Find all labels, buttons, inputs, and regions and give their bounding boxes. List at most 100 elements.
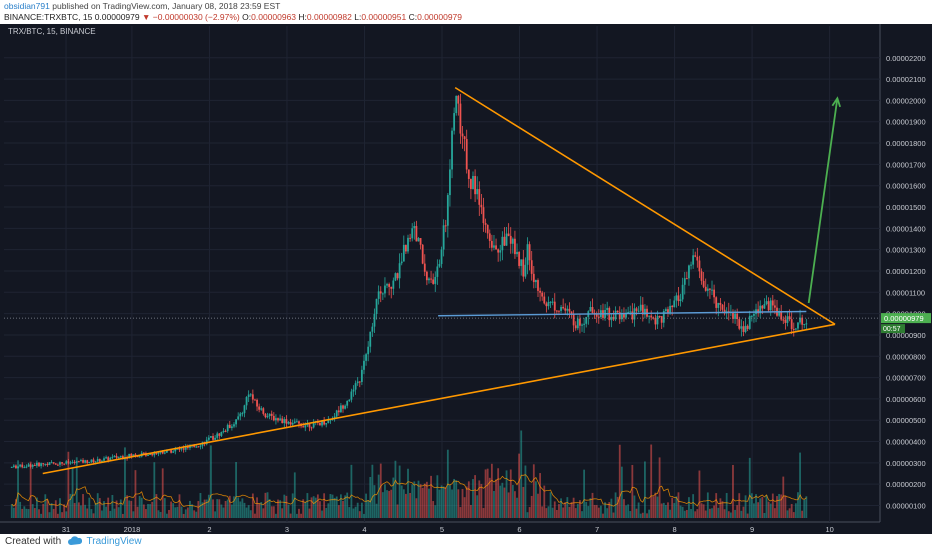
candle-body — [302, 426, 305, 428]
volume-bar — [115, 500, 118, 518]
volume-bar — [306, 493, 309, 518]
y-tick-label: 0.00000800 — [886, 352, 926, 361]
volume-bar — [572, 497, 575, 518]
y-tick-label: 0.00000200 — [886, 480, 926, 489]
volume-bar — [327, 503, 330, 518]
volume-bar — [780, 494, 783, 518]
volume-bar — [241, 498, 244, 518]
candle-body — [189, 446, 191, 448]
volume-bar — [42, 503, 45, 518]
candle-body — [736, 313, 739, 320]
candle-body — [732, 311, 734, 319]
volume-bar — [671, 497, 674, 518]
candle-body — [350, 391, 353, 400]
candle-body — [52, 462, 55, 464]
volume-bar — [360, 502, 363, 518]
candle-body — [805, 323, 808, 325]
volume-bar — [738, 493, 741, 518]
volume-bar — [425, 481, 428, 518]
volume-bar — [48, 512, 51, 518]
volume-bar — [128, 500, 131, 518]
candle-body — [683, 278, 686, 285]
volume-bar — [685, 509, 688, 518]
volume-bar — [467, 481, 470, 518]
candle-body — [442, 225, 445, 250]
volume-bar — [388, 490, 391, 518]
volume-bar — [243, 502, 246, 518]
volume-bar — [490, 463, 493, 518]
candle-body — [623, 313, 625, 318]
current-price: 0.00000979 — [94, 12, 140, 22]
price-chart[interactable]: 0.00000100 0.00000200 0.00000300 0.00000400… — [0, 24, 932, 534]
volume-bar — [77, 502, 80, 518]
candle-body — [176, 448, 179, 450]
candle-body — [658, 316, 661, 318]
volume-bar — [109, 510, 112, 518]
volume-bar — [142, 504, 145, 518]
candle-body — [360, 369, 363, 382]
volume-bar — [84, 504, 87, 518]
volume-bar — [646, 513, 648, 518]
volume-bar — [386, 490, 388, 518]
volume-bar — [67, 451, 70, 518]
volume-bar — [698, 470, 701, 518]
candle-body — [283, 419, 286, 424]
volume-bar — [373, 485, 376, 518]
candle-body — [753, 313, 755, 316]
volume-bar — [520, 430, 523, 518]
chart-title: TRX/BTC, 15, BINANCE — [8, 27, 96, 36]
volume-bar — [130, 500, 133, 518]
candle-body — [715, 297, 718, 308]
candle-body — [251, 394, 254, 400]
candle-body — [459, 103, 462, 134]
volume-bar — [230, 504, 233, 518]
volume-bar — [402, 489, 405, 518]
candle-body — [17, 466, 19, 469]
volume-bar — [522, 486, 525, 518]
candle-body — [581, 324, 583, 326]
candle-body — [493, 245, 495, 248]
volume-bar — [159, 511, 162, 518]
volume-bar — [706, 492, 709, 518]
candle-body — [348, 399, 351, 401]
volume-bar — [69, 493, 72, 518]
candle-body — [620, 313, 623, 320]
y-tick-label: 0.00000100 — [886, 502, 926, 511]
volume-bar — [180, 506, 183, 518]
volume-bar — [59, 498, 61, 518]
volume-bar — [117, 507, 120, 518]
volume-bar — [411, 484, 414, 518]
volume-bar — [247, 505, 250, 518]
candle-body — [130, 453, 133, 457]
volume-bar — [635, 508, 638, 518]
candle-body — [132, 454, 135, 457]
tradingview-brand[interactable]: TradingView — [86, 536, 142, 547]
candle-body — [618, 312, 621, 320]
volume-bar — [260, 502, 263, 518]
low-value: 0.00000951 — [361, 12, 407, 22]
volume-bar — [277, 499, 279, 518]
volume-bar — [553, 501, 556, 518]
candle-body — [476, 189, 479, 195]
candle-body — [579, 318, 581, 326]
last-price-label: 0.00000979 — [884, 314, 924, 323]
volume-bar — [755, 494, 757, 518]
candle-body — [641, 304, 644, 315]
candle-body — [44, 463, 47, 465]
candle-body — [704, 286, 707, 291]
candle-body — [702, 280, 705, 287]
candle-body — [784, 319, 787, 323]
volume-bar — [88, 497, 91, 518]
volume-bar — [331, 494, 334, 518]
author-link[interactable]: obsidian791 — [4, 1, 50, 11]
candle-body — [717, 302, 720, 308]
volume-bar — [732, 464, 734, 518]
volume-bar — [633, 495, 636, 518]
chart-area[interactable]: 0.00000100 0.00000200 0.00000300 0.00000400… — [0, 24, 932, 534]
volume-bar — [744, 495, 747, 518]
volume-bar — [356, 502, 359, 518]
candle-body — [467, 169, 470, 179]
x-tick-label: 2 — [207, 525, 211, 534]
candle-body — [285, 419, 288, 424]
y-tick-label: 0.00000700 — [886, 374, 926, 383]
